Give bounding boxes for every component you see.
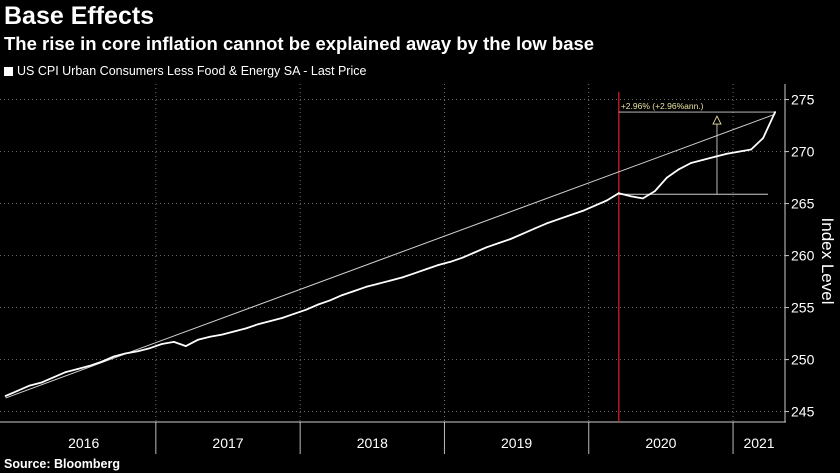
series-point: [305, 308, 308, 311]
series-point: [64, 371, 67, 373]
series-point: [172, 341, 175, 343]
series-point: [702, 159, 704, 161]
series-point: [389, 279, 392, 282]
x-tick-label: 2017: [212, 435, 243, 451]
series-point: [629, 195, 632, 198]
series-point: [245, 327, 247, 330]
series-point: [269, 320, 271, 323]
annotation-label: +2.96% (+2.96%ann.): [621, 101, 704, 111]
series-point: [690, 162, 692, 164]
source-note: Source: Bloomberg: [4, 457, 120, 471]
y-tick-label: 265: [791, 196, 815, 212]
series-point: [738, 150, 740, 153]
series-point: [209, 335, 211, 338]
series-point: [112, 355, 115, 358]
series-point: [341, 294, 344, 297]
series-point: [425, 268, 428, 271]
series-point: [197, 338, 199, 341]
series-point: [509, 238, 512, 240]
legend: US CPI Urban Consumers Less Food & Energ…: [4, 64, 366, 78]
series-point: [221, 333, 223, 336]
series-point: [136, 350, 139, 353]
series-point: [293, 312, 296, 315]
x-tick-label: 2019: [501, 435, 532, 451]
series-point: [88, 364, 91, 367]
series-point: [449, 260, 452, 263]
series-point: [605, 199, 608, 202]
series-point: [545, 222, 548, 225]
series-point: [148, 347, 151, 350]
series-point: [593, 204, 596, 207]
chart-title: Base Effects: [4, 2, 155, 30]
series-point: [666, 176, 668, 179]
series-point: [641, 197, 644, 200]
x-tick-label: 2018: [357, 435, 388, 451]
legend-label: US CPI Urban Consumers Less Food & Energ…: [17, 64, 367, 78]
series-point: [762, 137, 765, 139]
series-point: [28, 384, 31, 387]
series-point: [257, 323, 259, 326]
y-tick-label: 245: [791, 404, 815, 420]
series-point: [40, 381, 43, 384]
series-point: [581, 209, 584, 212]
series-point: [124, 352, 127, 355]
series-point: [233, 330, 235, 333]
series-point: [185, 345, 187, 347]
series-point: [437, 264, 440, 266]
series-point: [678, 168, 680, 171]
series-point: [160, 343, 163, 345]
x-tick-label: 2021: [743, 435, 774, 451]
series-line: [5, 111, 776, 397]
series-point: [401, 276, 404, 279]
x-tick-label: 2016: [68, 435, 99, 451]
y-axis-title: Index Level: [818, 218, 837, 305]
series-point: [16, 389, 19, 392]
trend-line: [5, 113, 776, 399]
y-tick-label: 250: [791, 352, 815, 368]
series-point: [750, 148, 752, 151]
series-point: [76, 368, 79, 370]
series-point: [353, 290, 356, 292]
series-point: [4, 395, 7, 397]
series-point: [485, 246, 488, 249]
series-point: [100, 360, 103, 363]
series-point: [726, 152, 728, 155]
series-point: [557, 218, 560, 221]
series-point: [329, 299, 332, 302]
x-tick-label: 2020: [645, 435, 676, 451]
series-point: [461, 256, 464, 259]
series-point: [52, 376, 55, 379]
series-point: [413, 272, 416, 275]
y-tick-label: 275: [791, 92, 815, 108]
series-point: [653, 190, 656, 193]
series-point: [774, 111, 777, 113]
series-point: [317, 303, 320, 306]
chart-subtitle: The rise in core inflation cannot be exp…: [4, 33, 595, 54]
annotation-arrow-head: [712, 115, 722, 125]
series-point: [497, 242, 500, 245]
legend-swatch: [4, 66, 13, 76]
series-point: [714, 155, 716, 158]
series-point: [365, 285, 368, 288]
series-point: [521, 232, 524, 235]
y-tick-label: 255: [791, 300, 815, 316]
series-point: [281, 317, 284, 319]
y-tick-label: 270: [791, 144, 815, 160]
y-tick-label: 260: [791, 248, 815, 264]
series-point: [533, 227, 536, 230]
series-point: [617, 192, 620, 195]
series-point: [569, 214, 572, 216]
series-point: [473, 251, 476, 254]
series-point: [377, 282, 380, 285]
